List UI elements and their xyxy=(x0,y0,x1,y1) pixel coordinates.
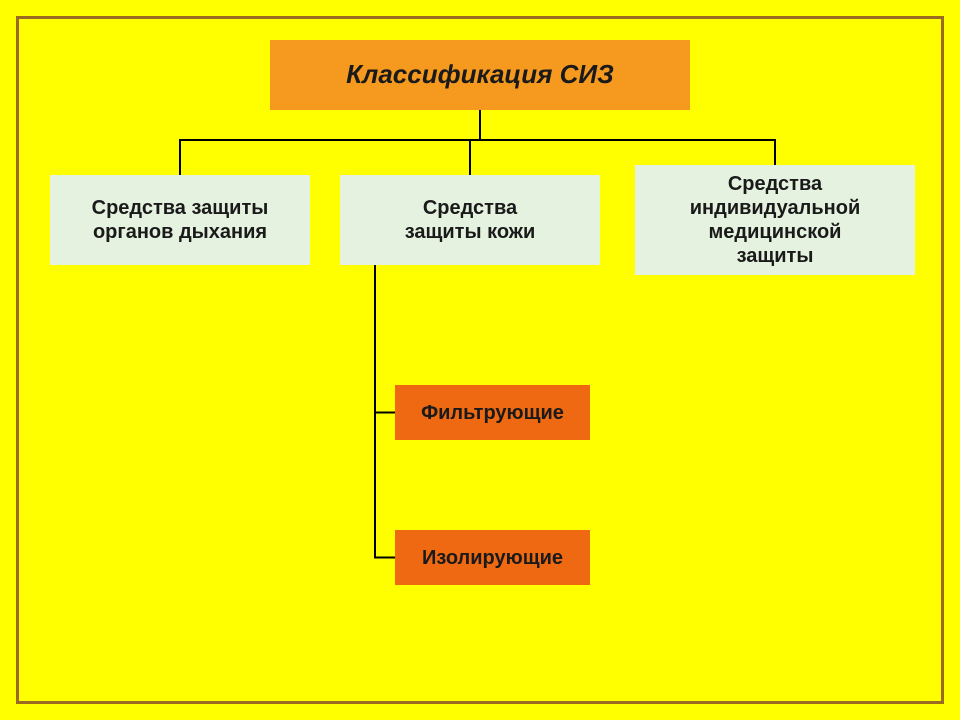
node-filtering: Фильтрующие xyxy=(395,385,590,440)
node-isolating: Изолирующие xyxy=(395,530,590,585)
diagram-canvas: Классификация СИЗ Средства защиты органов… xyxy=(0,0,960,720)
inner-frame xyxy=(16,16,944,704)
node-medical: Средства индивидуальной медицинской защи… xyxy=(635,165,915,275)
title-box: Классификация СИЗ xyxy=(270,40,690,110)
node-skin: Средства защиты кожи xyxy=(340,175,600,265)
node-respiratory: Средства защиты органов дыхания xyxy=(50,175,310,265)
